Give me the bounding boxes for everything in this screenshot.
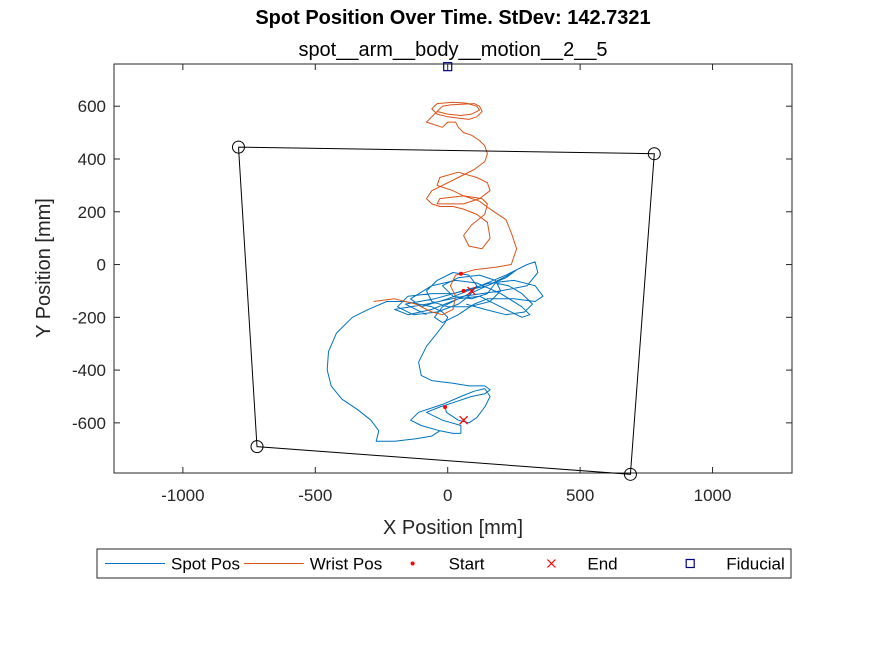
chart-subtitle: spot__arm__body__motion__2__5 (298, 39, 607, 61)
legend-label: Fiducial (726, 555, 785, 574)
legend-item: End (546, 555, 618, 574)
y-axis-label: Y Position [mm] (33, 198, 55, 338)
series-spot-pos (326, 301, 491, 442)
legend-item: Spot Pos (105, 555, 240, 574)
corner-marker (623, 467, 637, 481)
y-tick-label: 400 (78, 150, 106, 169)
legend: Spot Pos Wrist Pos Start End Fiducial (96, 548, 792, 579)
legend-item: Wrist Pos (243, 555, 382, 574)
start-point (458, 271, 463, 276)
y-tick-label: 200 (78, 203, 106, 222)
y-tick-label: 0 (97, 256, 106, 275)
series-end (459, 286, 476, 425)
x-tick-label: 1000 (694, 486, 732, 505)
x-axis-ticks: -1000 -500 0 500 1000 (161, 64, 731, 505)
workspace-boundary (238, 146, 655, 475)
legend-box (96, 548, 792, 579)
y-tick-label: -600 (72, 414, 106, 433)
series-workspace (231, 140, 661, 481)
y-tick-label: -400 (72, 361, 106, 380)
end-point (467, 286, 476, 296)
plot-frame (113, 63, 793, 474)
end-point (459, 415, 469, 425)
legend-swatch (410, 561, 415, 566)
x-tick-label: 500 (566, 486, 594, 505)
corner-marker (250, 440, 264, 454)
legend-label: Wrist Pos (310, 555, 382, 574)
series-wrist-pos (373, 101, 518, 316)
y-tick-label: -200 (72, 308, 106, 327)
chart-title: Spot Position Over Time. StDev: 142.7321 (255, 7, 650, 29)
series-line (394, 261, 544, 324)
series-line (326, 301, 491, 442)
y-axis-ticks: -600 -400 -200 0 200 400 600 (72, 97, 792, 433)
legend-item: Fiducial (685, 555, 785, 574)
x-tick-label: -500 (298, 486, 332, 505)
x-tick-label: 0 (443, 486, 452, 505)
start-point (443, 405, 448, 410)
legend-swatch (685, 558, 695, 569)
plot-area (113, 62, 793, 481)
legend-label: Spot Pos (171, 555, 240, 574)
y-tick-label: 600 (78, 97, 106, 116)
series-fiducial (443, 62, 453, 72)
series-line (373, 101, 518, 316)
series-spot-pos (394, 261, 544, 324)
x-tick-label: -1000 (161, 486, 204, 505)
fiducial-point (443, 62, 453, 72)
x-axis-label: X Position [mm] (383, 517, 523, 539)
legend-label: Start (449, 555, 485, 574)
legend-label: End (587, 555, 617, 574)
corner-marker (231, 140, 245, 154)
start-point (461, 288, 466, 293)
corner-marker (647, 147, 661, 161)
series-start (443, 271, 466, 410)
legend-item: Start (410, 555, 485, 574)
legend-swatch (546, 559, 556, 568)
